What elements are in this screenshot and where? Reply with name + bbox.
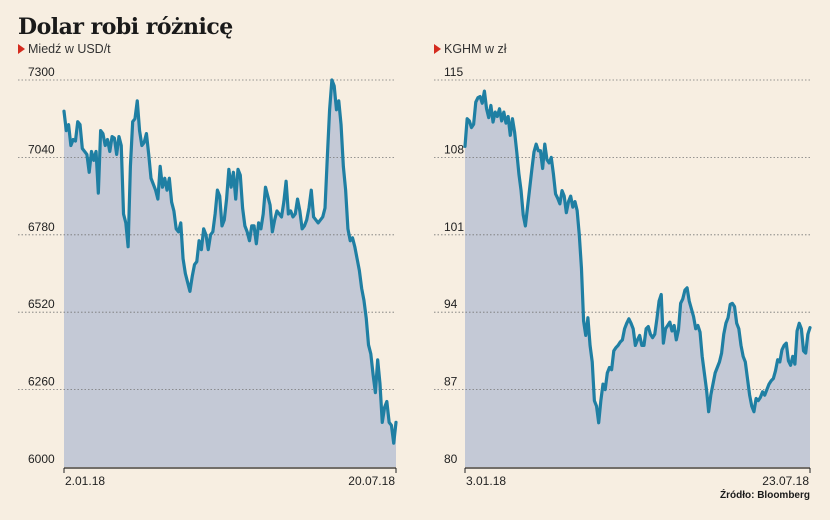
x-tick-label-end: 23.07.18 — [762, 474, 809, 488]
chart-1-subtitle-text: Miedź w USD/t — [28, 42, 111, 56]
y-tick-label: 108 — [444, 142, 464, 156]
series-line — [62, 78, 398, 445]
y-tick-label: 115 — [444, 65, 463, 79]
chart-1-subtitle: Miedź w USD/t — [18, 42, 111, 56]
page-title: Dolar robi różnicę — [18, 14, 233, 40]
area-fill — [465, 91, 810, 467]
area-fill — [64, 80, 396, 467]
red-triangle-icon — [18, 44, 25, 54]
y-tick-label: 6000 — [28, 452, 55, 466]
y-tick-label: 7300 — [28, 65, 55, 79]
x-tick-label-end: 20.07.18 — [348, 474, 395, 488]
red-triangle-icon — [434, 44, 441, 54]
y-tick-label: 6780 — [28, 220, 55, 234]
x-tick-label-start: 2.01.18 — [65, 474, 105, 488]
series-line — [463, 89, 812, 425]
y-tick-label: 80 — [444, 452, 458, 466]
chart-copper: 6000 6260 6520 6780 7040 7300 2.01.18 20.07.18 — [18, 65, 398, 488]
y-tick-label: 6260 — [28, 375, 55, 389]
y-tick-label: 7040 — [28, 142, 55, 156]
y-tick-label: 101 — [444, 220, 464, 234]
chart-2-subtitle: KGHM w zł — [434, 42, 507, 56]
chart-2-subtitle-text: KGHM w zł — [444, 42, 507, 56]
y-tick-label: 94 — [444, 297, 458, 311]
x-tick-label-start: 3.01.18 — [466, 474, 506, 488]
chart-kghm: 80 87 94 101 108 115 3.01.18 23.07.18 — [434, 65, 812, 488]
source-note: Źródło: Bloomberg — [720, 490, 810, 501]
y-tick-label: 6520 — [28, 297, 55, 311]
y-tick-label: 87 — [444, 375, 458, 389]
